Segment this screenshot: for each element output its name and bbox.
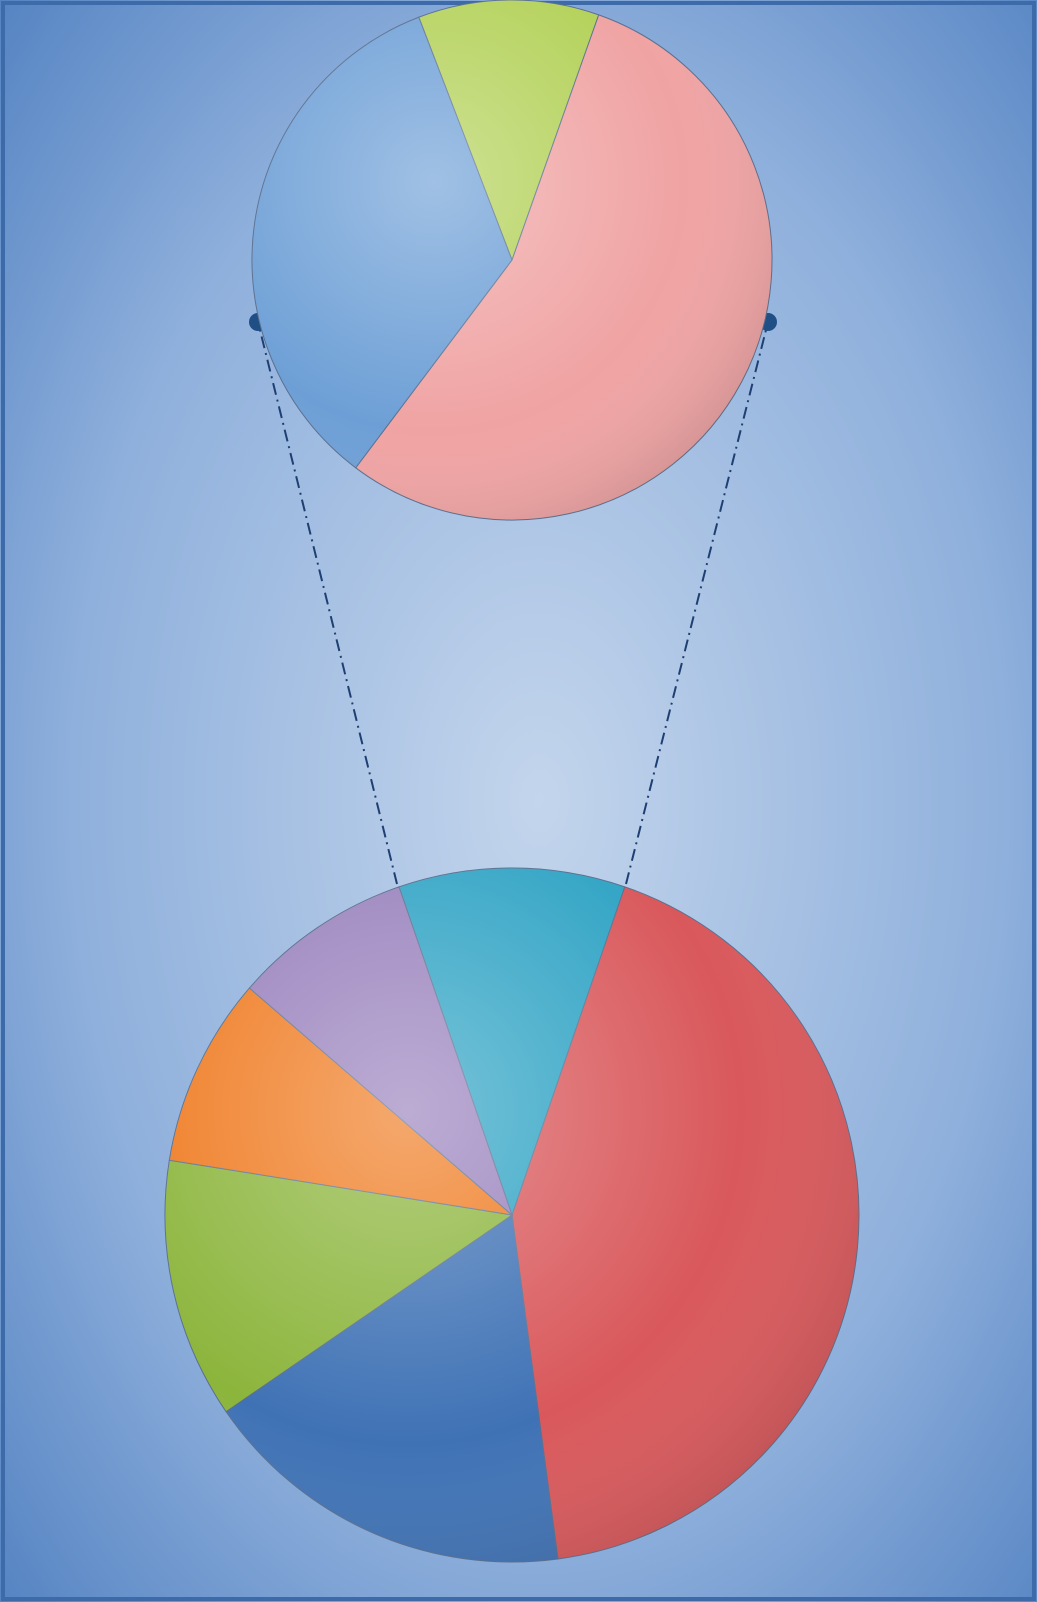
pie [164,867,860,1563]
pie [251,0,773,521]
